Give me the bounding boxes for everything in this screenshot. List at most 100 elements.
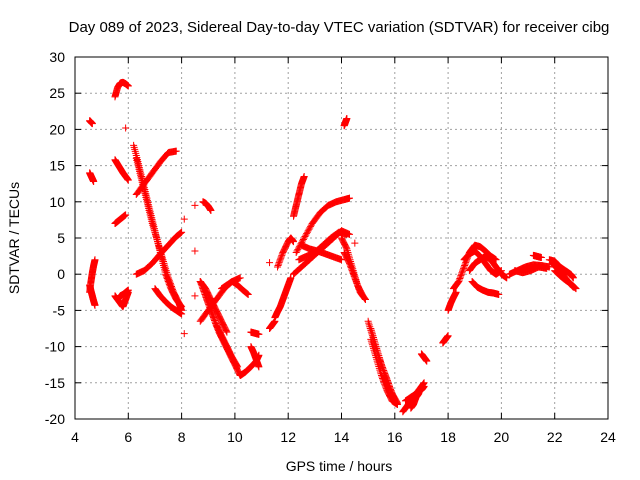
series-track-61 bbox=[551, 267, 580, 293]
y-tick-label: -20 bbox=[45, 411, 65, 427]
series-track-15 bbox=[151, 285, 186, 318]
x-tick-label: 24 bbox=[600, 429, 616, 445]
data-point bbox=[343, 115, 351, 123]
data-point bbox=[166, 278, 174, 286]
data-point bbox=[180, 330, 188, 338]
y-tick-label: 10 bbox=[49, 194, 65, 210]
data-point bbox=[303, 230, 311, 238]
data-point bbox=[300, 234, 308, 242]
data-point bbox=[163, 268, 171, 276]
data-point bbox=[381, 382, 389, 390]
data-point bbox=[191, 292, 199, 300]
data-point bbox=[276, 257, 284, 265]
data-point bbox=[167, 281, 175, 289]
series-track-19 bbox=[191, 247, 199, 255]
data-point bbox=[347, 262, 355, 270]
data-point bbox=[353, 281, 361, 289]
data-point bbox=[461, 262, 469, 270]
data-point bbox=[275, 260, 283, 268]
data-point bbox=[572, 285, 580, 293]
data-point bbox=[420, 382, 428, 390]
data-point bbox=[154, 238, 162, 246]
series-track-06 bbox=[111, 156, 132, 184]
data-point bbox=[368, 330, 376, 338]
data-point bbox=[150, 225, 158, 233]
data-point bbox=[294, 246, 302, 254]
data-point bbox=[295, 244, 303, 252]
data-point bbox=[456, 275, 464, 283]
y-tick-label: 5 bbox=[57, 230, 65, 246]
data-point bbox=[124, 176, 132, 184]
y-tick-labels: -20 -15 -10 -5 0 5 10 15 20 25 30 bbox=[45, 49, 65, 427]
x-tick-label: 20 bbox=[494, 429, 510, 445]
data-point bbox=[255, 330, 263, 338]
y-axis-label: SDTVAR / TECUs bbox=[6, 182, 22, 294]
data-point bbox=[276, 256, 284, 264]
data-point bbox=[348, 267, 356, 275]
data-point bbox=[351, 275, 359, 283]
data-point bbox=[88, 120, 96, 128]
data-point bbox=[459, 266, 467, 274]
data-point bbox=[460, 263, 468, 271]
series-track-54 bbox=[465, 252, 511, 282]
data-point bbox=[148, 220, 156, 228]
data-point bbox=[342, 244, 350, 252]
data-point bbox=[290, 238, 298, 246]
series-track-10 bbox=[122, 124, 130, 132]
data-point bbox=[161, 263, 169, 271]
data-point bbox=[155, 241, 163, 249]
data-point bbox=[180, 215, 188, 223]
data-point bbox=[452, 288, 460, 296]
series-track-49 bbox=[417, 350, 431, 365]
series-track-33 bbox=[274, 234, 298, 271]
data-point bbox=[207, 206, 215, 214]
data-point bbox=[349, 268, 357, 276]
series-track-42 bbox=[351, 239, 359, 247]
data-point bbox=[372, 352, 380, 360]
data-point bbox=[163, 270, 171, 278]
data-point bbox=[365, 321, 373, 329]
series-track-44 bbox=[367, 325, 401, 407]
series-track-50 bbox=[439, 332, 452, 347]
data-point bbox=[150, 227, 158, 235]
y-tick-label: 0 bbox=[57, 266, 65, 282]
data-point bbox=[151, 229, 159, 237]
data-point bbox=[352, 277, 360, 285]
data-point bbox=[364, 317, 372, 325]
data-point bbox=[122, 124, 130, 132]
data-point bbox=[375, 363, 383, 371]
data-point bbox=[153, 234, 161, 242]
series-track-20 bbox=[191, 201, 199, 209]
data-point bbox=[380, 379, 388, 387]
data-point bbox=[166, 280, 174, 288]
data-point bbox=[162, 267, 170, 275]
x-tick-label: 4 bbox=[71, 429, 79, 445]
data-point bbox=[374, 359, 382, 367]
data-point bbox=[343, 230, 351, 238]
data-point bbox=[169, 285, 177, 293]
y-tick-label: -15 bbox=[45, 375, 65, 391]
data-point bbox=[349, 269, 357, 277]
data-point bbox=[149, 221, 157, 229]
series-track-02 bbox=[86, 169, 98, 186]
data-point bbox=[213, 322, 221, 330]
data-point bbox=[124, 82, 132, 90]
data-point bbox=[164, 274, 172, 282]
data-point bbox=[368, 339, 376, 347]
x-tick-label: 16 bbox=[387, 429, 403, 445]
y-tick-label: 15 bbox=[49, 158, 65, 174]
data-point bbox=[372, 353, 380, 361]
data-point bbox=[165, 277, 173, 285]
data-point bbox=[222, 327, 230, 335]
series-track-21 bbox=[199, 198, 215, 214]
x-tick-label: 18 bbox=[440, 429, 456, 445]
data-point bbox=[211, 318, 219, 326]
data-point bbox=[367, 325, 375, 332]
data-point bbox=[368, 328, 376, 336]
data-point bbox=[352, 278, 360, 286]
data-point bbox=[211, 317, 219, 325]
series-track-14 bbox=[132, 228, 186, 278]
data-point bbox=[456, 273, 464, 281]
series-track-16 bbox=[180, 330, 188, 338]
data-point bbox=[570, 283, 578, 291]
